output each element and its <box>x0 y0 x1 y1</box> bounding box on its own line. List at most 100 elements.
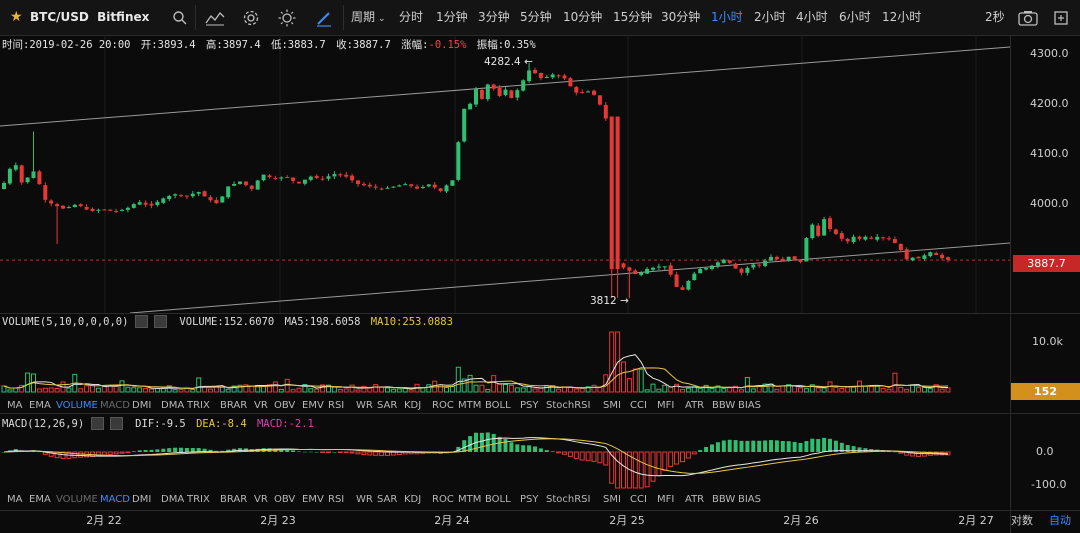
volume-bar <box>231 385 237 393</box>
indicator-icon[interactable] <box>205 0 225 35</box>
symbol-title[interactable]: BTC/USD Bitfinex <box>30 0 149 35</box>
indicator-tab-obv[interactable]: OBV <box>274 494 296 505</box>
candle-body <box>373 186 378 188</box>
indicator-tab-roc[interactable]: ROC <box>432 494 454 505</box>
volume-axis-label: 10.0k <box>1032 335 1063 348</box>
close-icon[interactable] <box>109 416 123 430</box>
indicator-tab-ema[interactable]: EMA <box>29 400 51 411</box>
interval-option[interactable]: 6小时 <box>839 10 871 24</box>
interval-option[interactable]: 4小时 <box>796 10 828 24</box>
indicator-tab-atr[interactable]: ATR <box>685 400 705 411</box>
indicator-tab-roc[interactable]: ROC <box>432 400 454 411</box>
indicator-tab-cci[interactable]: CCI <box>630 400 647 411</box>
indicator-tab-dmi[interactable]: DMI <box>132 400 152 411</box>
indicator-tab-emv[interactable]: EMV <box>302 494 324 505</box>
indicator-tab-trix[interactable]: TRIX <box>187 400 210 411</box>
volume-bar <box>921 386 927 393</box>
auto-scale-toggle[interactable]: 自动 <box>1049 514 1071 527</box>
interval-option[interactable]: 2小时 <box>754 10 786 24</box>
indicator-tab-vr[interactable]: VR <box>254 400 268 411</box>
volume-bar <box>656 388 662 393</box>
indicator-tab-psy[interactable]: PSY <box>520 494 539 505</box>
indicator-tab-mfi[interactable]: MFI <box>657 494 675 505</box>
indicator-tab-atr[interactable]: ATR <box>685 494 705 505</box>
interval-option-active[interactable]: 1小时 <box>711 10 743 24</box>
indicator-tab-brar[interactable]: BRAR <box>220 494 248 505</box>
candlestick-chart[interactable] <box>0 35 1010 313</box>
indicator-tab-ma[interactable]: MA <box>7 400 23 411</box>
indicator-tab-bbw[interactable]: BBW <box>712 494 736 505</box>
indicator-tab-mtm[interactable]: MTM <box>458 400 482 411</box>
draw-icon[interactable] <box>315 0 333 35</box>
indicator-tab-wr[interactable]: WR <box>356 400 373 411</box>
indicator-tab-rsi[interactable]: RSI <box>328 400 345 411</box>
indicator-tab-volume[interactable]: VOLUME <box>56 494 98 505</box>
indicator-tab-bias[interactable]: BIAS <box>738 494 761 505</box>
candle-body <box>780 258 785 261</box>
candle-body <box>173 194 178 196</box>
indicator-tab-stochrsi[interactable]: StochRSI <box>546 494 591 505</box>
period-dropdown[interactable]: 周期 ⌄ <box>351 0 386 35</box>
indicator-tab-sar[interactable]: SAR <box>377 400 398 411</box>
indicator-tab-volume[interactable]: VOLUME <box>56 400 98 411</box>
camera-icon[interactable] <box>1018 0 1038 35</box>
search-icon[interactable] <box>172 0 188 35</box>
high-annotation: 4282.4 ← <box>484 56 533 68</box>
interval-option[interactable]: 12小时 <box>882 10 922 24</box>
toolbar-divider <box>195 5 196 30</box>
interval-option[interactable]: 3分钟 <box>478 10 510 24</box>
indicator-tab-cci[interactable]: CCI <box>630 494 647 505</box>
indicator-tab-vr[interactable]: VR <box>254 494 268 505</box>
volume-bar <box>762 383 768 393</box>
interval-option[interactable]: 5分钟 <box>520 10 552 24</box>
indicator-tab-mfi[interactable]: MFI <box>657 400 675 411</box>
macd-histogram-bar <box>609 451 615 484</box>
interval-option[interactable]: 30分钟 <box>661 10 701 24</box>
volume-chart[interactable] <box>0 314 1010 398</box>
indicator-tab-ema[interactable]: EMA <box>29 494 51 505</box>
interval-option[interactable]: 1分钟 <box>436 10 468 24</box>
macd-histogram-bar <box>308 451 313 453</box>
indicator-tab-boll[interactable]: BOLL <box>485 400 511 411</box>
indicator-tab-obv[interactable]: OBV <box>274 400 296 411</box>
fullscreen-icon[interactable] <box>1053 0 1069 35</box>
indicator-tab-brar[interactable]: BRAR <box>220 400 248 411</box>
interval-option[interactable]: 15分钟 <box>613 10 653 24</box>
indicator-tab-psy[interactable]: PSY <box>520 400 539 411</box>
candle-body <box>721 259 726 264</box>
indicator-tab-macd[interactable]: MACD <box>100 494 130 505</box>
indicator-tab-dmi[interactable]: DMI <box>132 494 152 505</box>
indicator-tab-mtm[interactable]: MTM <box>458 494 482 505</box>
candle-body <box>491 84 496 89</box>
indicator-tab-rsi[interactable]: RSI <box>328 494 345 505</box>
interval-option[interactable]: 10分钟 <box>563 10 603 24</box>
indicator-tab-bbw[interactable]: BBW <box>712 400 736 411</box>
indicator-tab-kdj[interactable]: KDJ <box>404 400 422 411</box>
gear-icon[interactable] <box>134 314 148 328</box>
settings-icon[interactable] <box>242 0 260 35</box>
indicator-tab-smi[interactable]: SMI <box>603 494 621 505</box>
indicator-tab-ma[interactable]: MA <box>7 494 23 505</box>
indicator-tab-sar[interactable]: SAR <box>377 494 398 505</box>
macd-chart[interactable] <box>0 414 1010 494</box>
indicator-tab-wr[interactable]: WR <box>356 494 373 505</box>
indicator-tab-smi[interactable]: SMI <box>603 400 621 411</box>
interval-option[interactable]: 分时 <box>399 10 424 24</box>
indicator-tab-dma[interactable]: DMA <box>161 400 185 411</box>
volume-bar <box>662 384 668 393</box>
indicator-tab-bias[interactable]: BIAS <box>738 400 761 411</box>
volume-bar <box>916 387 921 393</box>
gear-icon[interactable] <box>90 416 104 430</box>
indicator-tab-stochrsi[interactable]: StochRSI <box>546 400 591 411</box>
indicator-tab-trix[interactable]: TRIX <box>187 494 210 505</box>
star-icon[interactable]: ★ <box>10 9 23 25</box>
indicator-tab-emv[interactable]: EMV <box>302 400 324 411</box>
log-scale-toggle[interactable]: 对数 <box>1011 514 1033 527</box>
indicator-tab-boll[interactable]: BOLL <box>485 494 511 505</box>
indicator-tab-macd[interactable]: MACD <box>100 400 130 411</box>
indicator-tab-kdj[interactable]: KDJ <box>404 494 422 505</box>
indicator-tab-dma[interactable]: DMA <box>161 494 185 505</box>
theme-icon[interactable] <box>278 0 296 35</box>
close-icon[interactable] <box>154 314 168 328</box>
refresh-rate[interactable]: 2秒 <box>985 10 1005 24</box>
